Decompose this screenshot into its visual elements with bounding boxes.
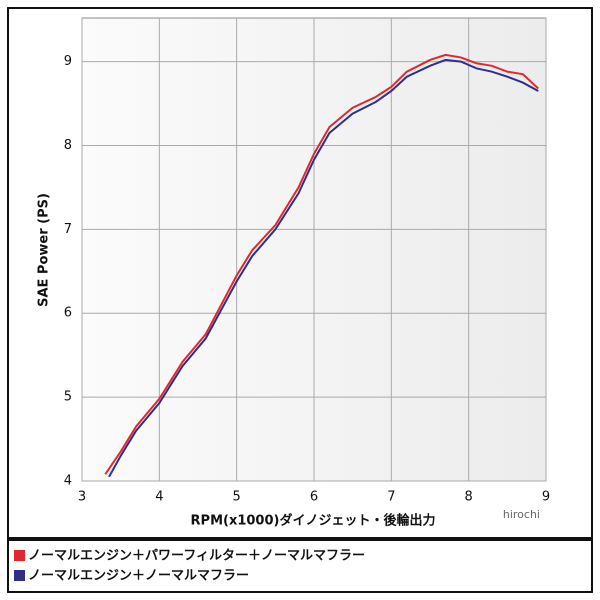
legend-swatch <box>14 550 25 561</box>
x-tick-label: 6 <box>310 490 318 505</box>
x-tick-label: 4 <box>155 490 163 505</box>
y-tick-label: 8 <box>64 138 72 153</box>
y-axis-label: SAE Power (PS) <box>37 193 52 307</box>
x-tick-label: 9 <box>542 490 550 505</box>
watermark: hirochi <box>503 508 540 521</box>
series-line <box>104 53 539 475</box>
legend-label: ノーマルエンジン＋ノーマルマフラー <box>28 569 249 584</box>
y-tick-label: 9 <box>64 54 72 69</box>
legend-label: ノーマルエンジン＋パワーフィルター＋ノーマルマフラー <box>28 549 365 564</box>
legend-swatch <box>14 570 25 581</box>
series-line <box>108 58 539 478</box>
x-axis-label: RPM(x1000)ダイノジェット・後輪出力 <box>191 513 436 529</box>
x-tick-label: 7 <box>387 490 395 505</box>
y-tick-label: 6 <box>64 306 72 321</box>
legend-frame <box>7 539 593 593</box>
y-tick-label: 5 <box>64 390 72 405</box>
x-tick-label: 5 <box>233 490 241 505</box>
x-tick-label: 3 <box>78 490 86 505</box>
y-tick-label: 7 <box>64 222 72 237</box>
y-tick-label: 4 <box>64 474 72 489</box>
x-tick-label: 8 <box>465 490 473 505</box>
